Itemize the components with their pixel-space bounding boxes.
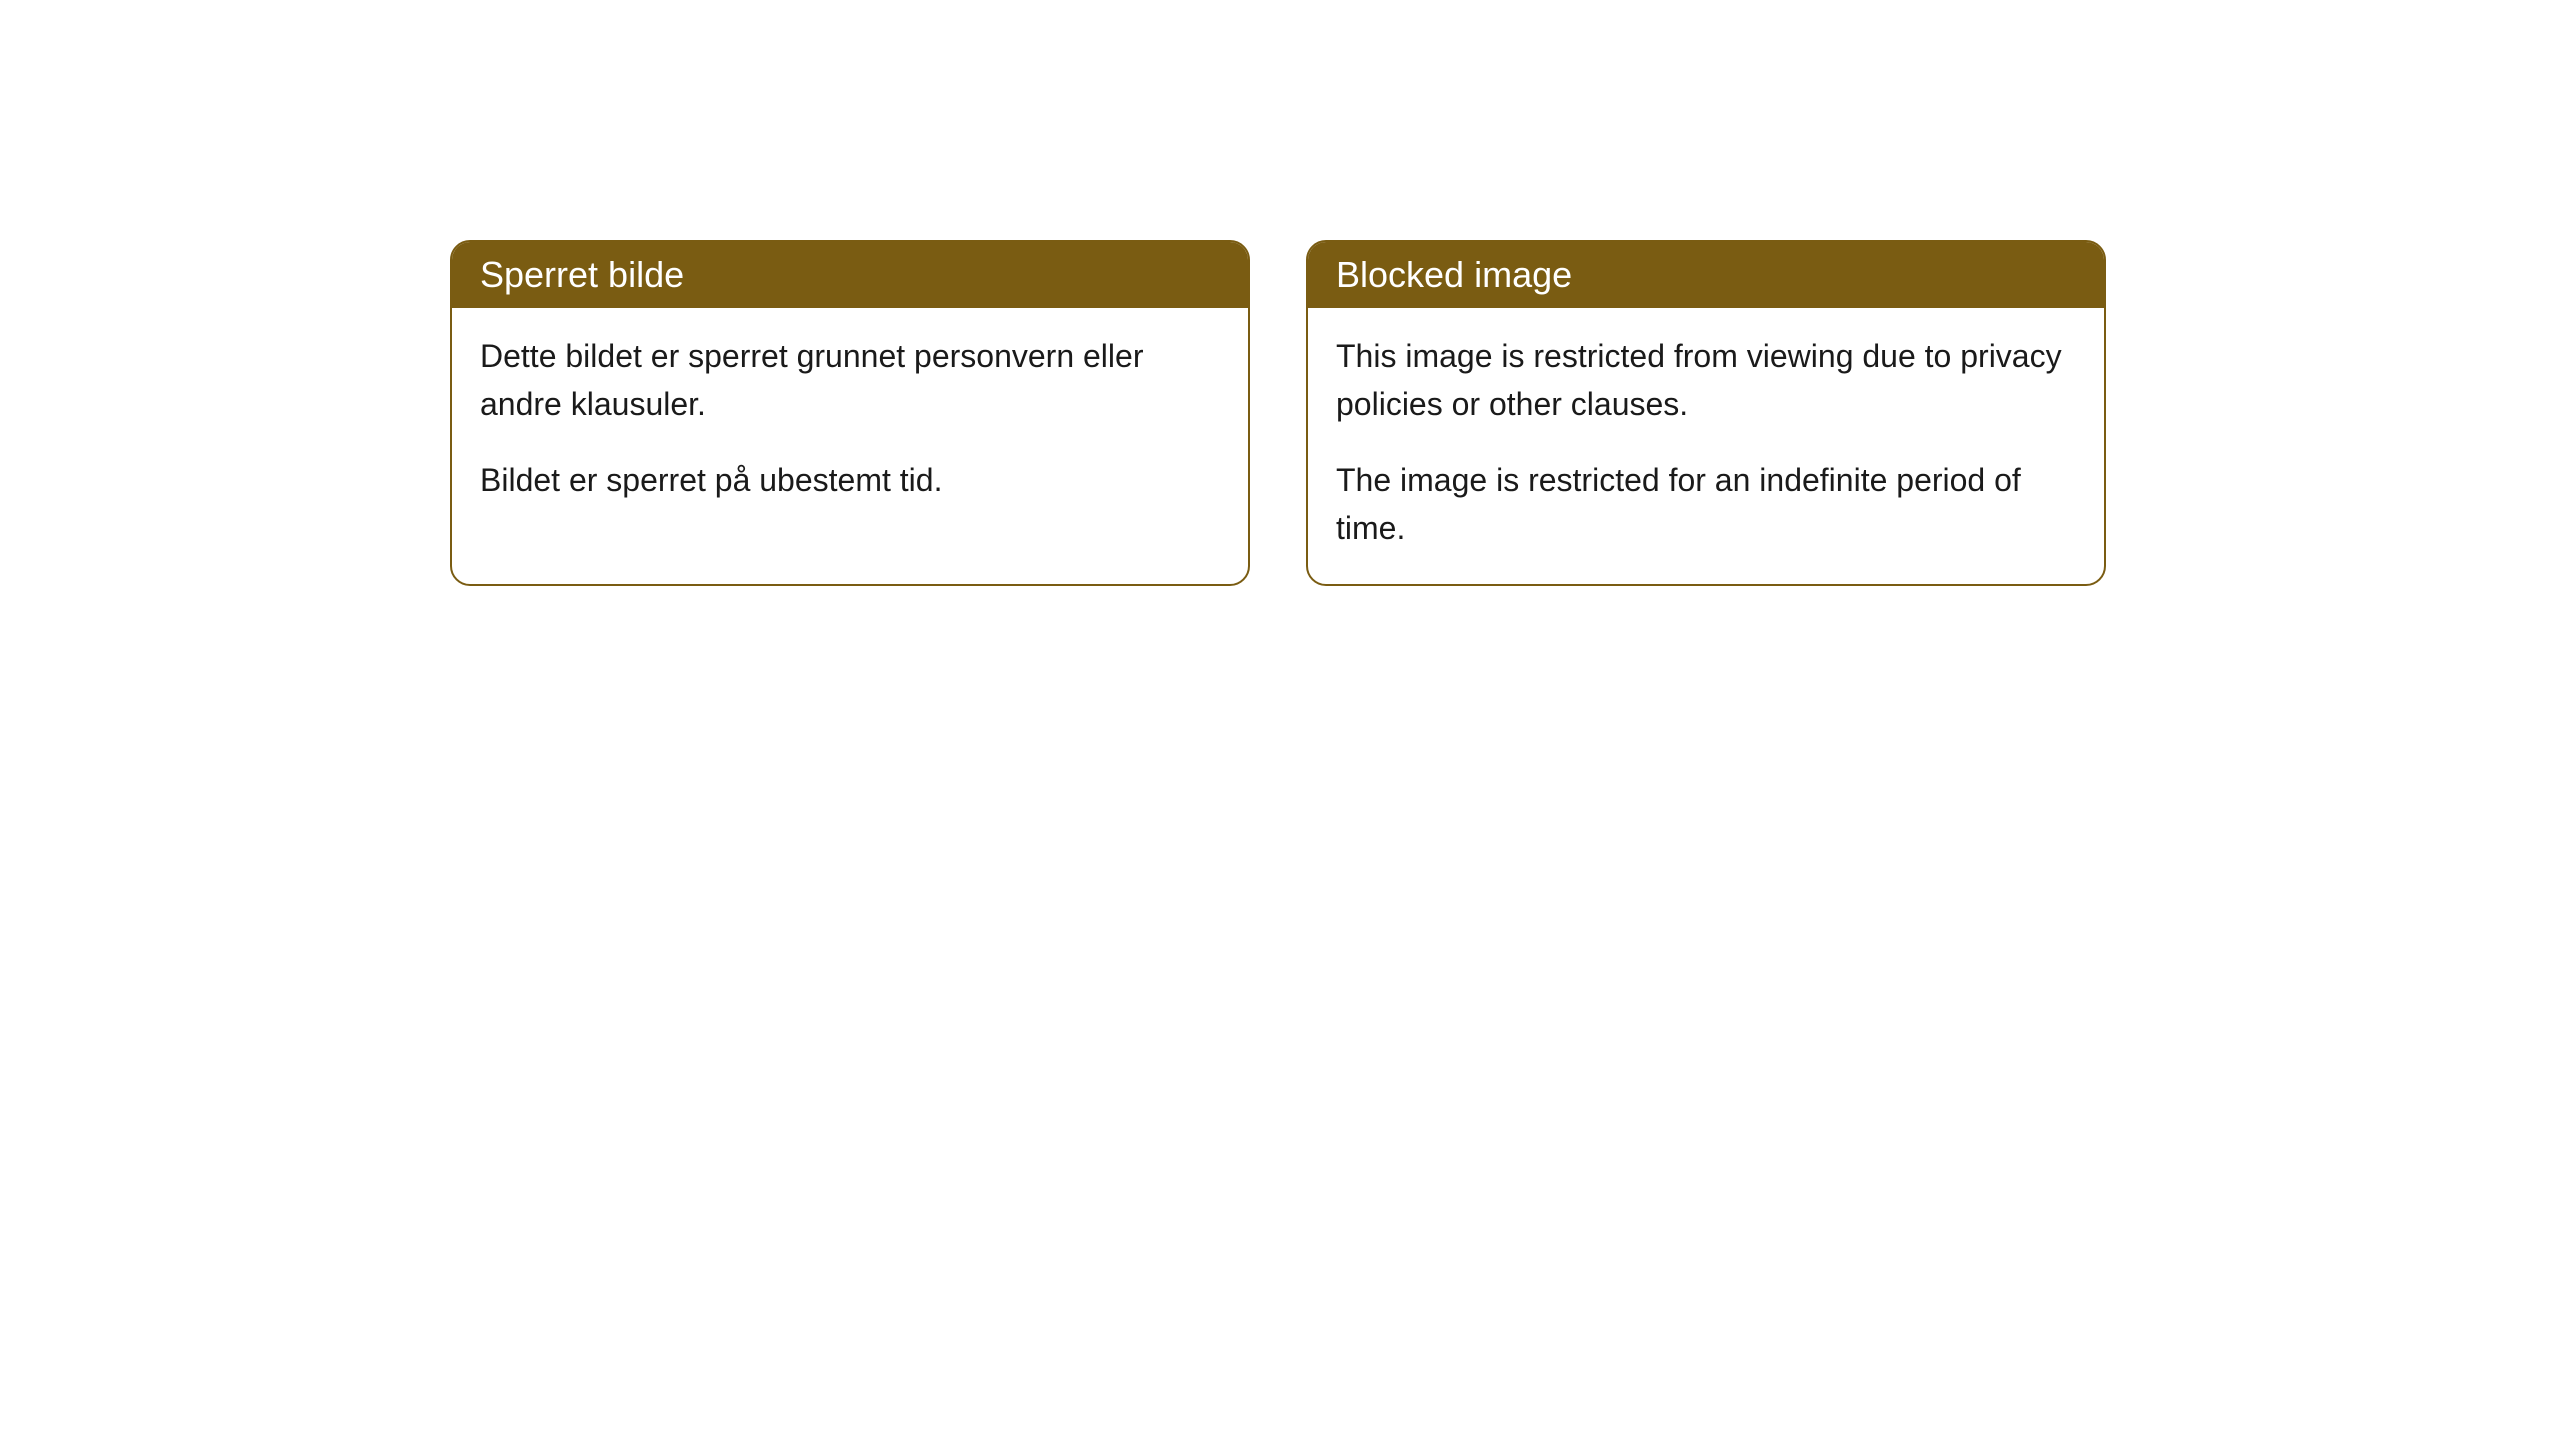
card-paragraph: This image is restricted from viewing du… bbox=[1336, 332, 2076, 428]
card-title: Sperret bilde bbox=[452, 242, 1248, 308]
notice-cards-container: Sperret bilde Dette bildet er sperret gr… bbox=[450, 240, 2560, 586]
notice-card-english: Blocked image This image is restricted f… bbox=[1306, 240, 2106, 586]
card-title: Blocked image bbox=[1308, 242, 2104, 308]
card-paragraph: The image is restricted for an indefinit… bbox=[1336, 456, 2076, 552]
card-paragraph: Dette bildet er sperret grunnet personve… bbox=[480, 332, 1220, 428]
notice-card-norwegian: Sperret bilde Dette bildet er sperret gr… bbox=[450, 240, 1250, 586]
card-paragraph: Bildet er sperret på ubestemt tid. bbox=[480, 456, 1220, 504]
card-body: This image is restricted from viewing du… bbox=[1308, 308, 2104, 584]
card-body: Dette bildet er sperret grunnet personve… bbox=[452, 308, 1248, 536]
